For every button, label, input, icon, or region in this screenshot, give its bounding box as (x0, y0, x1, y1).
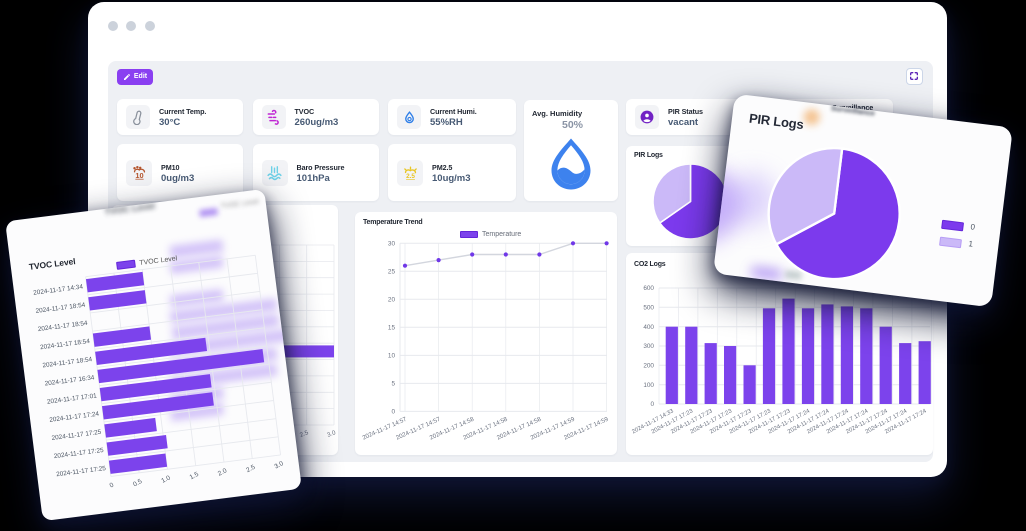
svg-text:20: 20 (388, 297, 396, 304)
svg-text:100: 100 (643, 382, 654, 389)
svg-text:10: 10 (388, 353, 396, 360)
svg-text:2024-11-17 18:54: 2024-11-17 18:54 (37, 320, 88, 333)
svg-text:0.5: 0.5 (132, 478, 144, 489)
svg-text:400: 400 (643, 324, 654, 331)
svg-text:0: 0 (109, 481, 116, 489)
svg-text:2024-11-17 17:25: 2024-11-17 17:25 (51, 429, 102, 442)
svg-text:2024-11-17 18:54: 2024-11-17 18:54 (40, 338, 91, 351)
svg-text:2.0: 2.0 (217, 467, 229, 478)
svg-text:2024-11-17 18:54: 2024-11-17 18:54 (42, 356, 93, 369)
svg-text:2024-11-17 17:01: 2024-11-17 17:01 (47, 392, 98, 405)
svg-text:200: 200 (643, 363, 654, 370)
svg-text:0: 0 (650, 401, 654, 408)
svg-text:5: 5 (391, 381, 395, 388)
svg-text:2024-11-17 17:24: 2024-11-17 17:24 (49, 411, 100, 424)
svg-text:25: 25 (388, 269, 396, 276)
svg-text:500: 500 (643, 305, 654, 312)
svg-text:600: 600 (643, 285, 654, 292)
svg-text:300: 300 (643, 343, 654, 350)
svg-text:0: 0 (391, 409, 395, 416)
svg-text:1.0: 1.0 (160, 474, 172, 485)
svg-text:10: 10 (135, 171, 143, 180)
svg-text:2024-11-17 14:34: 2024-11-17 14:34 (33, 283, 84, 296)
svg-text:2024-11-17 16:34: 2024-11-17 16:34 (44, 374, 95, 387)
svg-text:2.5: 2.5 (245, 464, 257, 475)
svg-text:3.0: 3.0 (273, 460, 285, 471)
svg-text:2024-11-17 18:54: 2024-11-17 18:54 (35, 302, 86, 315)
svg-text:1.5: 1.5 (189, 471, 201, 482)
svg-text:2.5: 2.5 (406, 173, 415, 180)
svg-text:2024-11-17 17:25: 2024-11-17 17:25 (56, 465, 107, 478)
svg-text:2024-11-17 17:25: 2024-11-17 17:25 (54, 447, 105, 460)
svg-text:3.0: 3.0 (326, 429, 337, 439)
svg-text:2.5: 2.5 (299, 429, 310, 439)
svg-text:30: 30 (388, 241, 396, 248)
svg-text:15: 15 (388, 325, 396, 332)
